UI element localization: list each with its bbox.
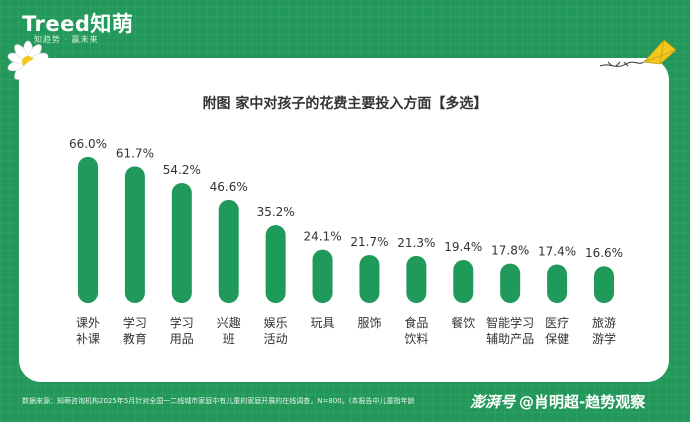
value-label-0: 66.0%	[69, 137, 107, 151]
bar-4	[265, 225, 286, 303]
category-label-line: 智能学习	[486, 315, 534, 330]
kite-icon	[599, 39, 677, 67]
category-label-8: 餐饮	[451, 315, 475, 330]
category-label-line: 班	[223, 332, 235, 346]
bar-0	[78, 156, 98, 303]
category-label-line: 娱乐	[264, 316, 288, 330]
bar-6	[359, 254, 380, 303]
watermark: 澎湃号 @肖明超-趋势观察	[470, 388, 645, 414]
value-label-1: 61.7%	[116, 146, 154, 160]
chart-title: 附图 家中对孩子的花费主要投入方面【多选】	[203, 95, 488, 112]
bar-9	[500, 263, 521, 303]
category-label-line: 教育	[123, 331, 147, 346]
bar-5	[312, 249, 333, 303]
category-label-line: 旅游	[592, 316, 616, 330]
category-label-line: 辅助产品	[486, 332, 534, 346]
category-label-line: 保健	[545, 332, 569, 346]
category-label-line: 学习	[170, 315, 194, 330]
bar-7	[406, 255, 427, 303]
category-label-line: 餐饮	[451, 315, 475, 330]
value-label-6: 21.7%	[350, 235, 388, 249]
value-label-2: 54.2%	[163, 163, 201, 177]
bar-8	[453, 260, 474, 303]
bar-1	[124, 166, 145, 303]
bar-3	[218, 199, 239, 303]
category-label-line: 食品	[404, 315, 428, 330]
category-label-line: 玩具	[311, 316, 335, 330]
category-label-10: 医疗保健	[545, 316, 569, 346]
category-label-0: 课外补课	[76, 316, 100, 346]
category-label-6: 服饰	[357, 316, 381, 330]
brand-logo: Treed知萌	[22, 12, 134, 36]
value-label-9: 17.8%	[491, 244, 529, 258]
category-label-line: 服饰	[357, 316, 381, 330]
value-label-10: 17.4%	[538, 244, 576, 258]
category-label-4: 娱乐活动	[264, 316, 288, 346]
value-label-11: 16.6%	[585, 246, 623, 260]
category-label-line: 活动	[264, 332, 288, 346]
watermark-logo: 澎湃号	[470, 392, 516, 411]
watermark-author: @肖明超-趋势观察	[519, 392, 646, 411]
value-label-8: 19.4%	[444, 240, 482, 254]
category-label-2: 学习用品	[170, 315, 194, 346]
value-label-4: 35.2%	[257, 205, 295, 219]
bar-10	[547, 264, 568, 303]
category-label-line: 饮料	[404, 332, 428, 346]
category-label-1: 学习教育	[123, 315, 147, 346]
category-label-line: 医疗	[545, 316, 569, 330]
category-label-11: 旅游游学	[592, 316, 616, 346]
category-label-5: 玩具	[311, 316, 335, 330]
category-label-line: 用品	[170, 332, 194, 346]
category-label-line: 游学	[592, 331, 616, 346]
value-label-5: 24.1%	[303, 230, 341, 244]
category-label-line: 补课	[76, 332, 100, 346]
brand-tagline: 知趋势 · 赢未来	[34, 35, 99, 44]
value-label-3: 46.6%	[210, 180, 248, 194]
category-label-9: 智能学习辅助产品	[486, 315, 534, 346]
data-source-note: 数据来源：知萌咨询机构2025年5月针对全国一二线城市家庭中有儿童的家庭开展的在…	[22, 397, 415, 405]
category-label-7: 食品饮料	[404, 315, 428, 346]
category-label-3: 兴趣班	[217, 315, 241, 346]
value-label-7: 21.3%	[397, 236, 435, 250]
bar-2	[171, 182, 192, 303]
category-label-line: 学习	[123, 315, 147, 330]
bar-11	[594, 266, 614, 303]
category-label-line: 兴趣	[217, 315, 241, 330]
category-label-line: 课外	[76, 316, 100, 330]
